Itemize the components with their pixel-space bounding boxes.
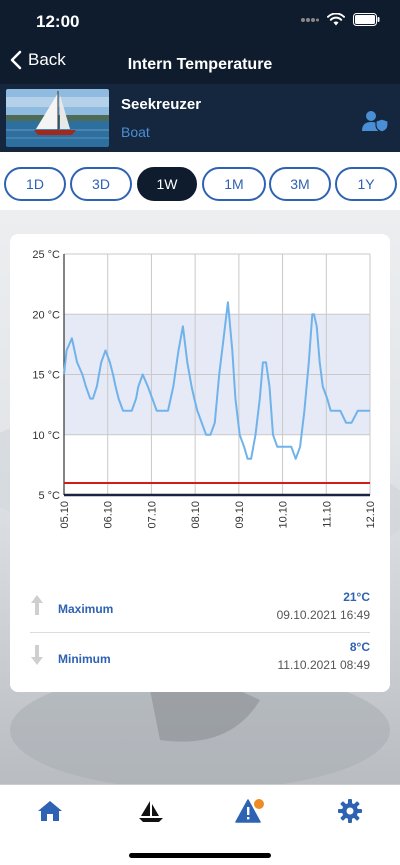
- y-tick-label: 15 °C: [32, 370, 60, 382]
- range-tab-3m[interactable]: 3M: [269, 167, 331, 201]
- sailboat-icon: [139, 801, 163, 822]
- time-range-selector: 1D 3D 1W 1M 3M 1Y: [0, 152, 400, 210]
- y-tick-label: 10 °C: [32, 430, 60, 442]
- page-title: Intern Temperature: [127, 56, 273, 73]
- range-tab-3d[interactable]: 3D: [70, 167, 132, 201]
- arrow-up-icon: [31, 595, 43, 615]
- bottom-tab-bar: [0, 784, 400, 865]
- back-button[interactable]: Back: [10, 50, 66, 70]
- minimum-row: Minimum 8°C 11.10.2021 08:49: [30, 636, 370, 688]
- y-tick-label: 20 °C: [32, 309, 60, 321]
- status-bar: 12:00: [0, 0, 400, 44]
- maximum-value: 21°C: [343, 590, 370, 604]
- arrow-down-icon: [31, 645, 43, 665]
- home-indicator: [129, 853, 271, 858]
- x-tick-label: 06.10: [103, 501, 115, 529]
- x-tick-label: 07.10: [146, 501, 158, 529]
- range-tab-1m[interactable]: 1M: [202, 167, 266, 201]
- x-tick-label: 05.10: [59, 501, 71, 529]
- minimum-value: 8°C: [349, 640, 370, 654]
- status-time: 12:00: [36, 12, 80, 31]
- x-tick-label: 11.10: [321, 501, 333, 528]
- tab-boats[interactable]: [131, 795, 171, 827]
- chevron-left-icon: [10, 50, 22, 70]
- x-tick-label: 09.10: [234, 501, 246, 529]
- y-tick-label: 25 °C: [32, 249, 60, 261]
- temperature-series-line: [63, 301, 370, 460]
- device-type: Boat: [121, 124, 150, 140]
- boat-thumbnail: [6, 89, 109, 147]
- x-tick-label: 12.10: [365, 501, 377, 529]
- warning-notification-icon: [235, 799, 264, 823]
- range-tab-1d[interactable]: 1D: [4, 167, 66, 201]
- battery-icon: [353, 13, 380, 26]
- y-tick-label: 5 °C: [38, 490, 60, 502]
- maximum-time: 09.10.2021 16:49: [276, 608, 370, 622]
- range-tab-1w[interactable]: 1W: [137, 167, 197, 201]
- minimum-label: Minimum: [58, 652, 111, 666]
- status-icons: [301, 13, 380, 26]
- range-tab-1y[interactable]: 1Y: [335, 167, 397, 201]
- device-row[interactable]: Seekreuzer Boat: [0, 84, 400, 152]
- back-label: Back: [28, 50, 66, 69]
- maximum-label: Maximum: [58, 602, 114, 616]
- app-header: 12:00 Back Intern Temperatu: [0, 0, 400, 88]
- chart-card: 25 °C 20 °C 15 °C 10 °C 5 °C 05.10 06.10 07.10 0…: [10, 234, 390, 692]
- wifi-icon: [327, 13, 345, 26]
- stats-divider: [30, 632, 370, 633]
- tab-alerts[interactable]: [230, 795, 270, 827]
- x-tick-label: 10.10: [278, 501, 290, 529]
- boat-photo-icon: [6, 89, 109, 147]
- cellular-dots-icon: [301, 17, 319, 22]
- user-shield-icon[interactable]: [362, 110, 388, 132]
- device-name: Seekreuzer: [121, 96, 202, 113]
- minimum-time: 11.10.2021 08:49: [277, 658, 370, 672]
- tab-home[interactable]: [30, 795, 70, 827]
- tab-settings[interactable]: [330, 795, 370, 827]
- x-tick-label: 08.10: [190, 501, 202, 529]
- gear-icon: [338, 799, 362, 823]
- maximum-row: Maximum 21°C 09.10.2021 16:49: [30, 586, 370, 638]
- home-icon: [38, 801, 62, 821]
- temperature-chart: 25 °C 20 °C 15 °C 10 °C 5 °C05.10 06.10 07.10 0…: [32, 249, 377, 529]
- navigation-bar: Back Intern Temperature: [0, 44, 400, 84]
